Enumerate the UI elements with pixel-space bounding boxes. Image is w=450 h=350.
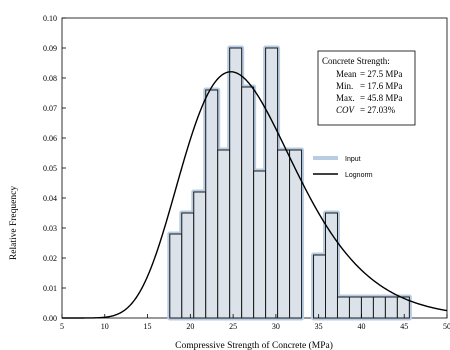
- histogram-bar: [336, 296, 350, 319]
- legend-input-label: Input: [345, 156, 361, 163]
- x-tick-label: 10: [101, 322, 109, 331]
- histogram-bar: [229, 47, 243, 319]
- x-tick-label: 15: [144, 322, 152, 331]
- histogram-bar: [313, 254, 327, 319]
- x-axis-title: Compressive Strength of Concrete (MPa): [175, 340, 333, 350]
- y-tick-label: 0.00: [43, 314, 57, 323]
- x-tick-label: 5: [60, 322, 64, 331]
- histogram-bar: [396, 296, 410, 319]
- histogram-bar: [205, 89, 219, 319]
- legend: Input Lognorm: [313, 156, 373, 179]
- stats-annotation-box: Concrete Strength: Mean = 27.5 MPa Min. …: [317, 50, 416, 126]
- histogram-bars: [167, 45, 412, 321]
- y-axis-title: Relative Frequency: [9, 186, 19, 260]
- histogram-bar: [384, 296, 398, 319]
- axes: [61, 17, 448, 319]
- legend-lognorm-label: Lognorm: [345, 172, 373, 179]
- histogram-bar: [277, 149, 291, 319]
- y-tick-label: 0.02: [43, 254, 57, 263]
- lognormal-curve-line: [62, 71, 448, 319]
- histogram-bar: [217, 149, 231, 319]
- x-tick-labels: 5 10 15 20 25 30 35 40 45 50: [60, 322, 450, 331]
- stats-cov-label: COV: [336, 105, 356, 115]
- y-tick-label: 0.09: [43, 44, 57, 53]
- stats-max-value: = 45.8 MPa: [360, 93, 402, 103]
- y-tick-label: 0.10: [43, 14, 57, 23]
- stats-min-label: Min.: [336, 81, 353, 91]
- x-tick-label: 45: [400, 322, 408, 331]
- histogram-bar: [181, 212, 195, 319]
- histogram-bar: [372, 296, 386, 319]
- x-tick-label: 30: [272, 322, 280, 331]
- histogram-bar: [193, 191, 207, 319]
- x-tick-label: 50: [443, 322, 450, 331]
- lognormal-curve: [62, 71, 448, 319]
- x-tick-label: 25: [229, 322, 237, 331]
- y-tick-label: 0.07: [43, 104, 57, 113]
- x-tick-label: 40: [357, 322, 365, 331]
- stats-mean-label: Mean: [336, 69, 357, 79]
- histogram-bar: [289, 149, 303, 319]
- histogram-bar: [325, 212, 338, 319]
- x-tick-label: 35: [315, 322, 323, 331]
- y-tick-label: 0.05: [43, 164, 57, 173]
- stats-max-label: Max.: [336, 93, 355, 103]
- stats-mean-value: = 27.5 MPa: [360, 69, 402, 79]
- stats-cov-value: = 27.03%: [360, 105, 396, 115]
- y-tick-label: 0.01: [43, 284, 57, 293]
- y-tick-label: 0.04: [43, 194, 57, 203]
- histogram-bar: [265, 47, 279, 319]
- histogram-bar: [241, 86, 255, 319]
- y-tick-label: 0.03: [43, 224, 57, 233]
- x-tick-label: 20: [186, 322, 194, 331]
- histogram-bar: [348, 296, 362, 319]
- stats-title: Concrete Strength:: [322, 56, 390, 66]
- stats-min-value: = 17.6 MPa: [360, 81, 402, 91]
- y-tick-labels: 0.00 0.01 0.02 0.03 0.04 0.05 0.06 0.07 0.08 0.09…: [43, 14, 57, 323]
- y-tick-label: 0.06: [43, 134, 57, 143]
- histogram-bar: [253, 170, 267, 319]
- histogram-bar: [360, 296, 374, 319]
- histogram-bar: [169, 233, 183, 319]
- y-tick-label: 0.08: [43, 74, 57, 83]
